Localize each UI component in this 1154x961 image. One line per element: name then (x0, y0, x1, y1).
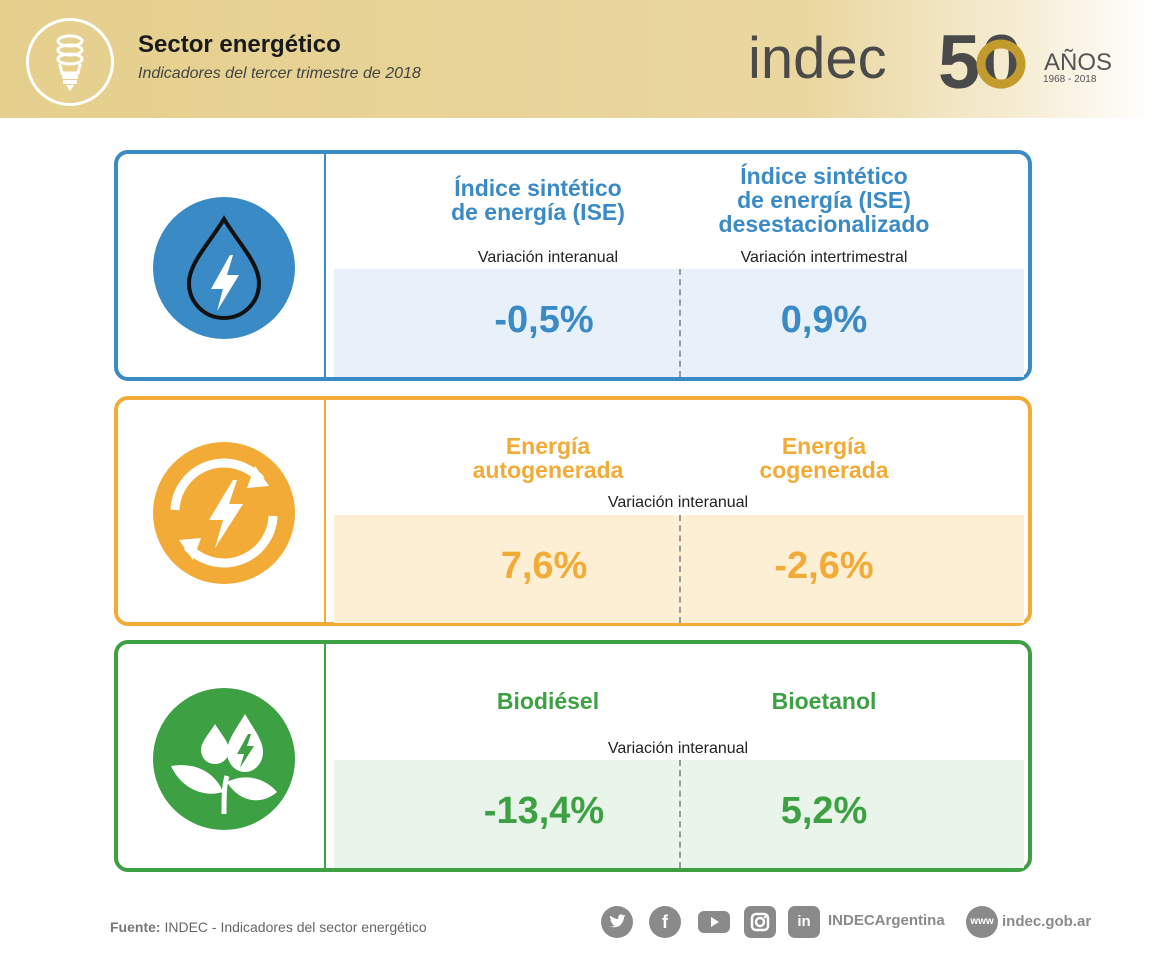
lightbulb-icon (26, 18, 114, 106)
autogenerada-value: 7,6% (500, 545, 588, 587)
globe-icon[interactable]: www (966, 906, 998, 938)
bioetanol-title: Bioetanol (771, 688, 877, 714)
renewable-bolt-icon (153, 442, 295, 584)
page-title: Sector energético (138, 31, 341, 58)
page-subtitle: Indicadores del tercer trimestre de 2018 (138, 65, 421, 82)
facebook-icon[interactable]: f (649, 906, 681, 938)
header-banner: Sector energético Indicadores del tercer… (0, 0, 1154, 118)
plant-drops-icon (153, 688, 295, 830)
linkedin-icon[interactable]: in (788, 906, 820, 938)
instagram-icon[interactable] (744, 906, 776, 938)
bio-value-area: -13,4% 5,2% (334, 760, 1024, 868)
ise-title: Índice sintético de energía (ISE) (408, 176, 668, 224)
ise-desest-title-line3: desestacionalizado (718, 211, 930, 237)
cogenerada-value: -2,6% (774, 545, 874, 587)
card-energia: Energía autogenerada Energía cogenerada … (114, 396, 1032, 626)
cogenerada-title-line1: Energía (781, 433, 867, 459)
indec-50-logo: indec 50 AÑOS 1968 - 2018 (748, 22, 1112, 100)
energia-variation-label: Variación interanual (607, 494, 749, 511)
autogenerada-title-line1: Energía (505, 433, 591, 459)
cogenerada-title-line2: cogenerada (759, 457, 889, 483)
card-divider (324, 400, 326, 622)
biodiesel-title: Biodiésel (496, 688, 600, 714)
energia-value-area: 7,6% -2,6% (334, 515, 1024, 623)
cogenerada-title: Energía cogenerada (704, 434, 944, 482)
source-text: INDEC - Indicadores del sector energétic… (164, 919, 427, 935)
biodiesel-value: -13,4% (483, 790, 605, 832)
ise-variation-label: Variación interanual (477, 249, 619, 266)
ise-desest-variation-label: Variación intertrimestral (740, 249, 908, 266)
bioetanol-value: 5,2% (780, 790, 868, 832)
water-drop-bolt-icon (153, 197, 295, 339)
source-note: Fuente: INDEC - Indicadores del sector e… (110, 919, 427, 935)
ise-desest-title-line2: de energía (ISE) (737, 187, 911, 213)
ise-title-line1: Índice sintético (454, 175, 622, 201)
ise-desest-value: 0,9% (780, 299, 868, 341)
ise-desest-title: Índice sintético de energía (ISE) desest… (684, 164, 964, 236)
autogenerada-title-line2: autogenerada (472, 457, 624, 483)
value-separator (679, 760, 681, 868)
card-divider (324, 644, 326, 868)
website-link[interactable]: indec.gob.ar (1002, 913, 1092, 930)
logo-years-label: AÑOS (1044, 49, 1112, 76)
ise-value-area: -0,5% 0,9% (334, 269, 1024, 377)
social-handle[interactable]: INDECArgentina (828, 912, 945, 929)
ise-title-line2: de energía (ISE) (451, 199, 625, 225)
value-separator (679, 269, 681, 377)
card-ise: Índice sintético de energía (ISE) Índice… (114, 150, 1032, 381)
logo-brand-text: indec (748, 26, 887, 91)
ise-desest-title-line1: Índice sintético (740, 163, 908, 189)
source-label: Fuente: (110, 919, 161, 935)
bio-variation-label: Variación interanual (607, 740, 749, 757)
logo-year-range: 1968 - 2018 (1043, 74, 1097, 85)
card-biocombustibles: Biodiésel Bioetanol Variación interanual… (114, 640, 1032, 872)
ise-value: -0,5% (494, 299, 594, 341)
youtube-icon[interactable] (698, 911, 730, 933)
value-separator (679, 515, 681, 623)
card-divider (324, 154, 326, 377)
twitter-icon[interactable] (601, 906, 633, 938)
autogenerada-title: Energía autogenerada (428, 434, 668, 482)
